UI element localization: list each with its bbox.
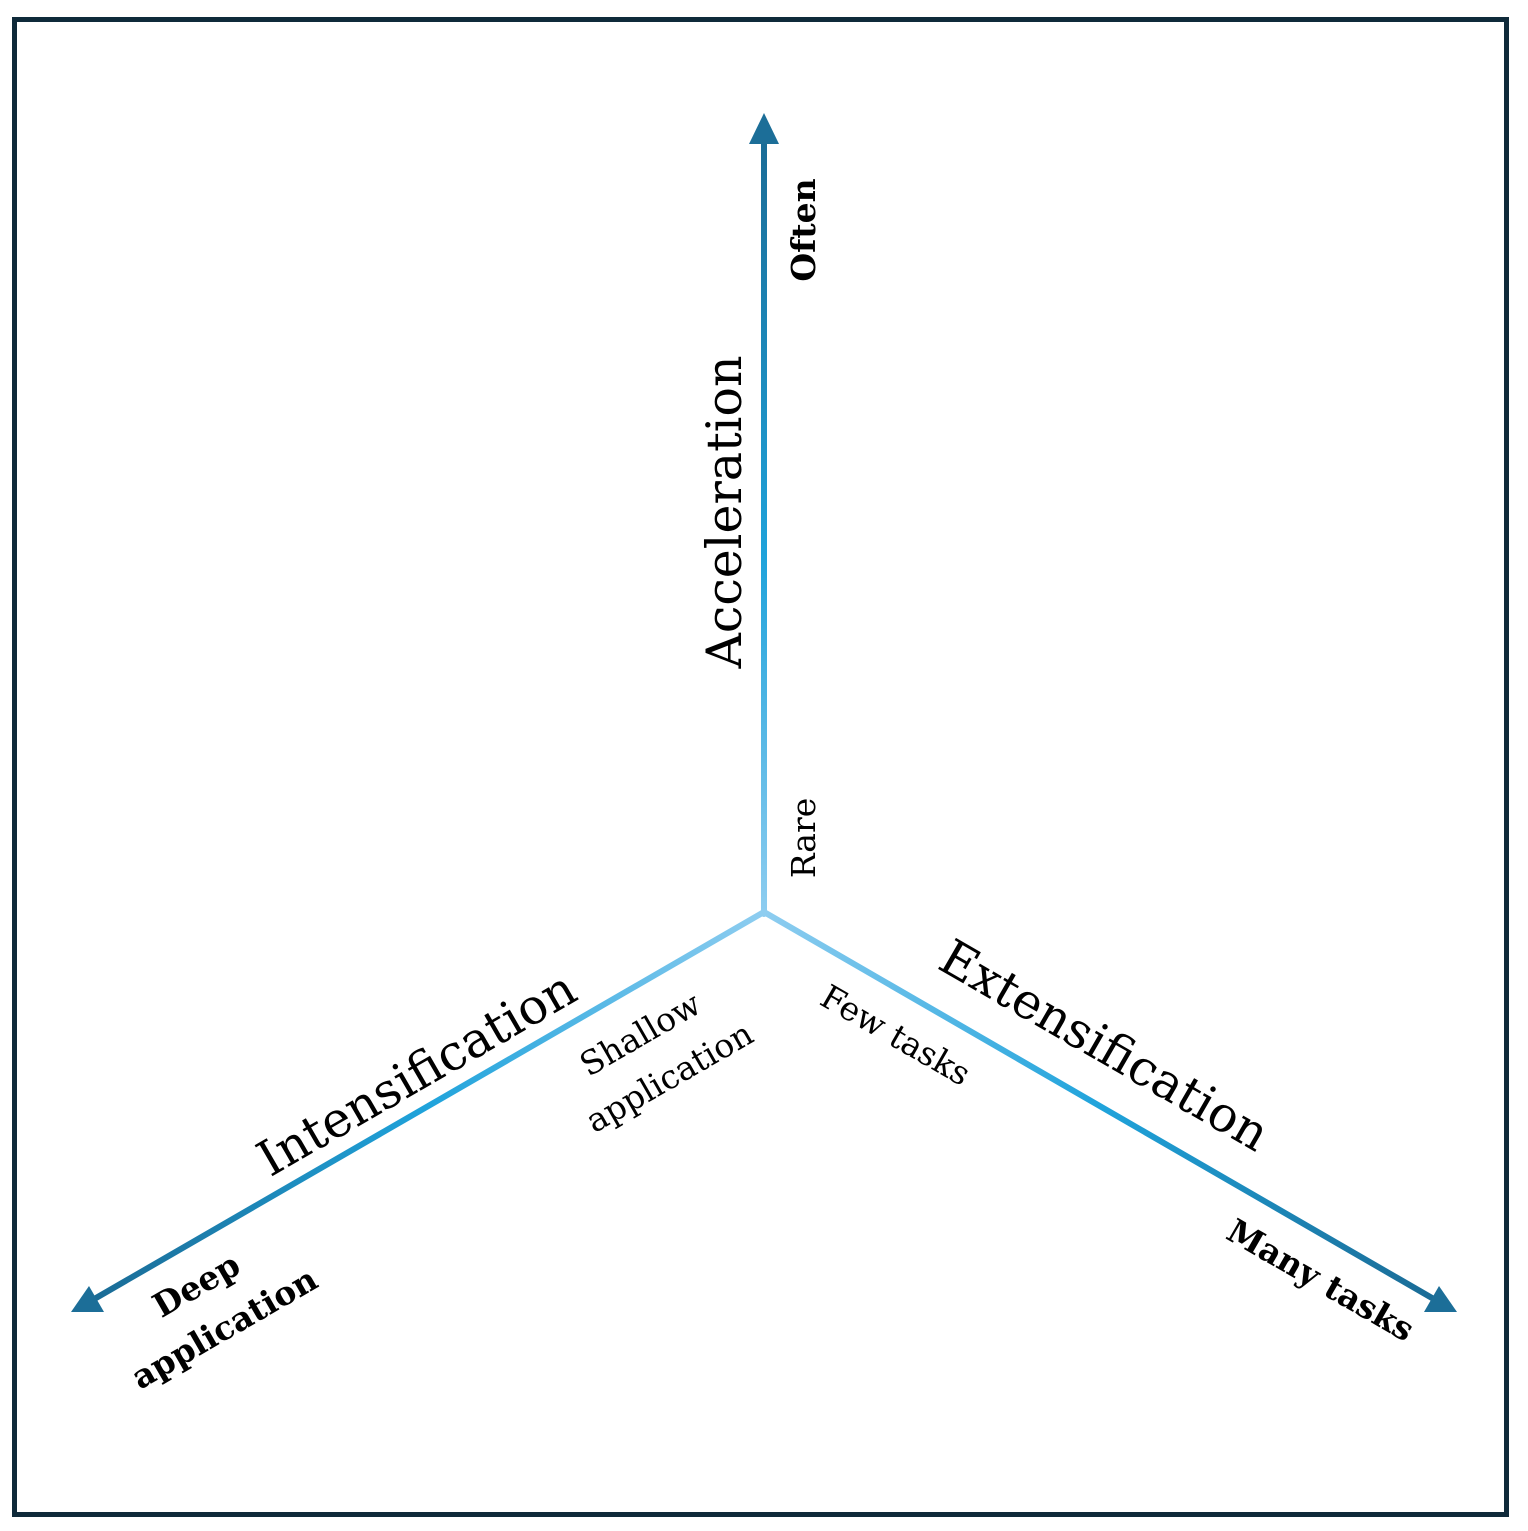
extensification-arrowhead — [1424, 1286, 1457, 1312]
diagram-frame — [12, 17, 1509, 1517]
intensification-arrowhead — [71, 1286, 104, 1312]
extensification-low-label: Few tasks — [814, 977, 977, 1094]
intensification-title: Intensification — [248, 960, 586, 1188]
acceleration-title: Acceleration — [696, 356, 753, 670]
extensification-axis-line — [761, 909, 1435, 1301]
extensification-title: Extensification — [930, 928, 1279, 1162]
acceleration-high-label: Often — [784, 178, 823, 281]
acceleration-arrowhead — [749, 113, 779, 144]
intensification-axis-line — [93, 909, 767, 1301]
acceleration-low-label: Rare — [784, 798, 823, 879]
